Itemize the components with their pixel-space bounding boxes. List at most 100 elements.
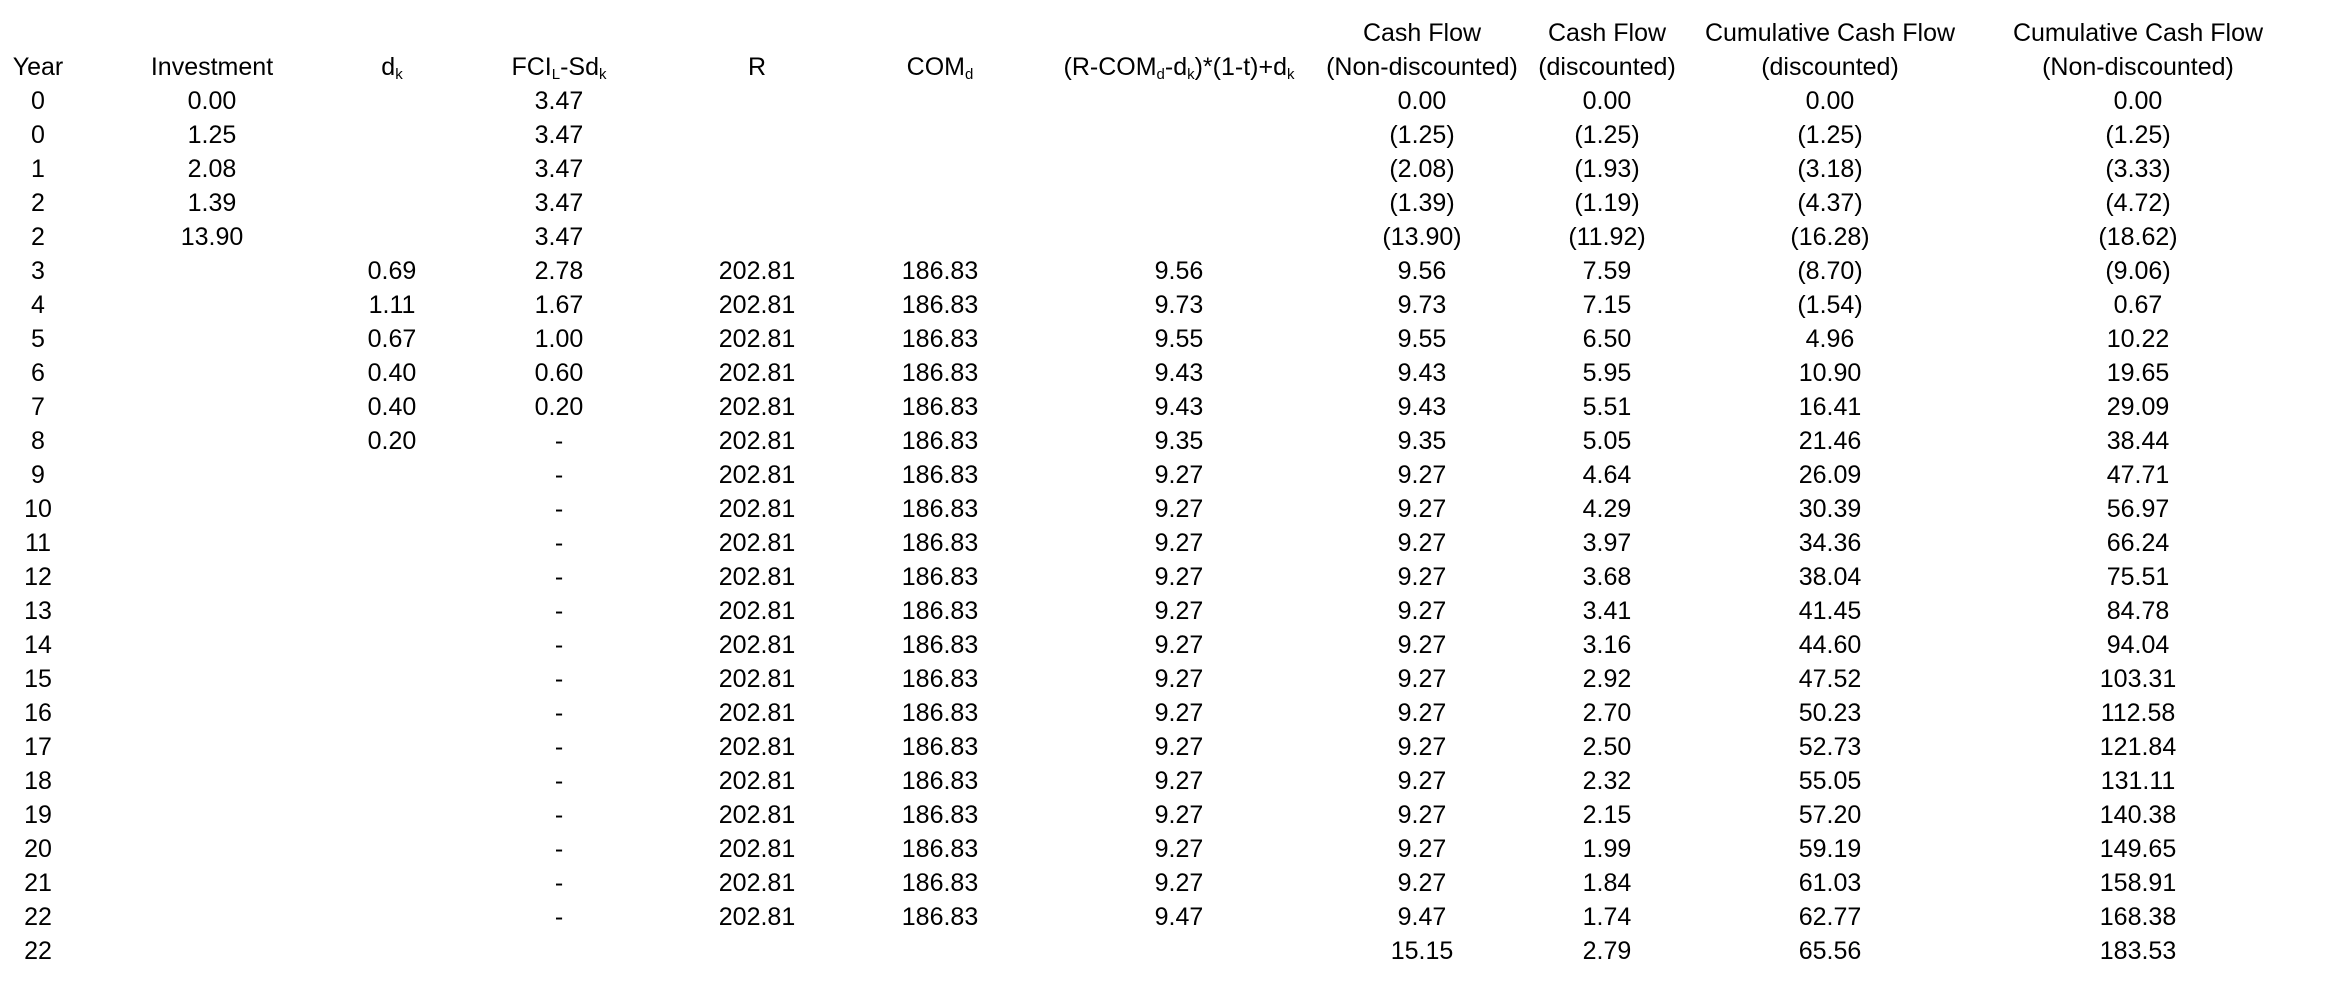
cell-after-tax-flow: 9.43: [1154, 393, 1204, 421]
cell-investment: [76, 560, 348, 594]
cell-cash-flow-discounted: 2.79: [1582, 937, 1632, 965]
cell-cumulative-nondiscounted: 131.11: [2100, 767, 2176, 795]
table-row: 3 0.69 2.78 202.81 186.83 9.56 9.56 7.59 (8.70) (…: [0, 254, 2296, 288]
table-row: 15 - 202.81 186.83 9.27 9.27 2.92 47.52 103.31: [0, 662, 2296, 696]
cell-investment: [76, 798, 348, 832]
cell-fcil-sdk: -: [554, 665, 564, 693]
cell-investment: [76, 730, 348, 764]
table-row: 0 1.25 3.47 (1.25) (1.25) (1.25) (1.25): [0, 118, 2296, 152]
cell-investment: [76, 356, 348, 390]
cell-cumulative-discounted: (3.18): [1797, 155, 1863, 183]
cell-cash-flow-discounted: 1.99: [1582, 835, 1632, 863]
cell-cumulative-nondiscounted: 112.58: [2100, 699, 2176, 727]
cell-cumulative-discounted: 59.19: [1798, 835, 1862, 863]
cell-dk: 0.20: [367, 427, 417, 455]
header-cumulative-nondiscounted-line2: (Non-discounted): [2042, 53, 2234, 81]
cell-year: 16: [24, 699, 52, 727]
cell-cash-flow-discounted: 4.64: [1582, 461, 1632, 489]
cell-cumulative-nondiscounted: 183.53: [2099, 937, 2177, 965]
cell-cash-flow-nondiscounted: (1.25): [1389, 121, 1455, 149]
cell-r: 202.81: [718, 597, 796, 625]
cell-year: 1: [31, 155, 45, 183]
cell-dk: [348, 628, 436, 662]
cell-r: 202.81: [718, 665, 796, 693]
cell-investment: [76, 594, 348, 628]
header-dk-spacer: [348, 16, 436, 50]
cell-year: 0: [31, 87, 45, 115]
cell-cumulative-discounted: 52.73: [1798, 733, 1862, 761]
cell-year: 4: [31, 291, 45, 319]
cell-comd: [832, 220, 1048, 254]
cell-r: [682, 84, 832, 118]
cell-dk: [348, 492, 436, 526]
cell-r: [682, 934, 832, 968]
cell-r: 202.81: [718, 461, 796, 489]
cell-year: 11: [25, 529, 51, 557]
cell-cumulative-nondiscounted: 103.31: [2099, 665, 2177, 693]
cell-after-tax-flow: 9.27: [1154, 495, 1204, 523]
cell-cumulative-discounted: (1.25): [1797, 121, 1863, 149]
cell-comd: 186.83: [901, 665, 979, 693]
cell-comd: 186.83: [901, 699, 979, 727]
cell-cash-flow-discounted: 4.29: [1582, 495, 1632, 523]
cell-dk: 0.40: [367, 359, 417, 387]
table-row: 6 0.40 0.60 202.81 186.83 9.43 9.43 5.95 10.90 19…: [0, 356, 2296, 390]
cell-investment: [76, 288, 348, 322]
cell-r: 202.81: [718, 733, 796, 761]
cell-r: 202.81: [718, 699, 796, 727]
header-fcil-sdk: FCIL-Sdk: [511, 53, 607, 83]
cell-cash-flow-nondiscounted: 9.27: [1397, 631, 1447, 659]
cell-fcil-sdk: [436, 934, 682, 968]
cell-cash-flow-discounted: 3.68: [1582, 563, 1632, 591]
header-r-spacer: [682, 16, 832, 50]
cell-cumulative-nondiscounted: (18.62): [2098, 223, 2178, 251]
cell-r: 202.81: [718, 529, 796, 557]
cell-r: [682, 152, 832, 186]
cell-after-tax-flow: 9.27: [1154, 835, 1204, 863]
cell-cumulative-discounted: 10.90: [1798, 359, 1862, 387]
cell-comd: 186.83: [901, 495, 979, 523]
cell-year: 20: [24, 835, 52, 863]
cell-r: [682, 186, 832, 220]
cell-cumulative-nondiscounted: 66.24: [2106, 529, 2170, 557]
cell-cash-flow-discounted: 5.95: [1582, 359, 1632, 387]
cell-after-tax-flow: 9.27: [1154, 529, 1204, 557]
cell-investment: [76, 866, 348, 900]
cell-after-tax-flow: 9.43: [1154, 359, 1204, 387]
table-row: 2 13.90 3.47 (13.90) (11.92) (16.28) (18.62): [0, 220, 2296, 254]
cell-r: 202.81: [718, 359, 796, 387]
cell-r: 202.81: [718, 801, 796, 829]
cell-dk: [348, 594, 436, 628]
cell-fcil-sdk: -: [554, 563, 564, 591]
cell-cumulative-nondiscounted: 121.84: [2099, 733, 2177, 761]
cell-cash-flow-nondiscounted: 9.27: [1397, 835, 1447, 863]
cell-cumulative-nondiscounted: 29.09: [2106, 393, 2170, 421]
cell-after-tax-flow: 9.55: [1154, 325, 1204, 353]
cell-dk: [348, 900, 436, 934]
cell-cash-flow-nondiscounted: 9.27: [1397, 529, 1447, 557]
cell-cumulative-discounted: 57.20: [1798, 801, 1862, 829]
header-comd-spacer: [832, 16, 1048, 50]
cell-cash-flow-nondiscounted: 9.35: [1397, 427, 1447, 455]
cell-comd: [832, 186, 1048, 220]
cell-year: 13: [24, 597, 52, 625]
cell-after-tax-flow: [1048, 186, 1310, 220]
table-header: Cash Flow Cash Flow Cumulative Cash Flow…: [0, 16, 2296, 84]
cell-dk: 0.40: [367, 393, 417, 421]
cell-cash-flow-nondiscounted: (2.08): [1389, 155, 1455, 183]
cell-year: 0: [31, 121, 45, 149]
cell-cash-flow-discounted: 5.05: [1582, 427, 1632, 455]
cell-dk: [348, 186, 436, 220]
header-cash-flow-discounted-line2: (discounted): [1538, 53, 1676, 81]
cell-investment: [76, 322, 348, 356]
cell-cash-flow-nondiscounted: 9.27: [1397, 461, 1447, 489]
cell-dk: [348, 220, 436, 254]
cell-cash-flow-nondiscounted: 9.56: [1397, 257, 1447, 285]
cell-after-tax-flow: [1048, 934, 1310, 968]
cell-cumulative-nondiscounted: 84.78: [2106, 597, 2170, 625]
cell-cash-flow-nondiscounted: (1.39): [1389, 189, 1455, 217]
cell-cash-flow-discounted: 2.32: [1582, 767, 1632, 795]
cell-dk: 0.67: [367, 325, 417, 353]
cell-cash-flow-discounted: 3.16: [1582, 631, 1632, 659]
